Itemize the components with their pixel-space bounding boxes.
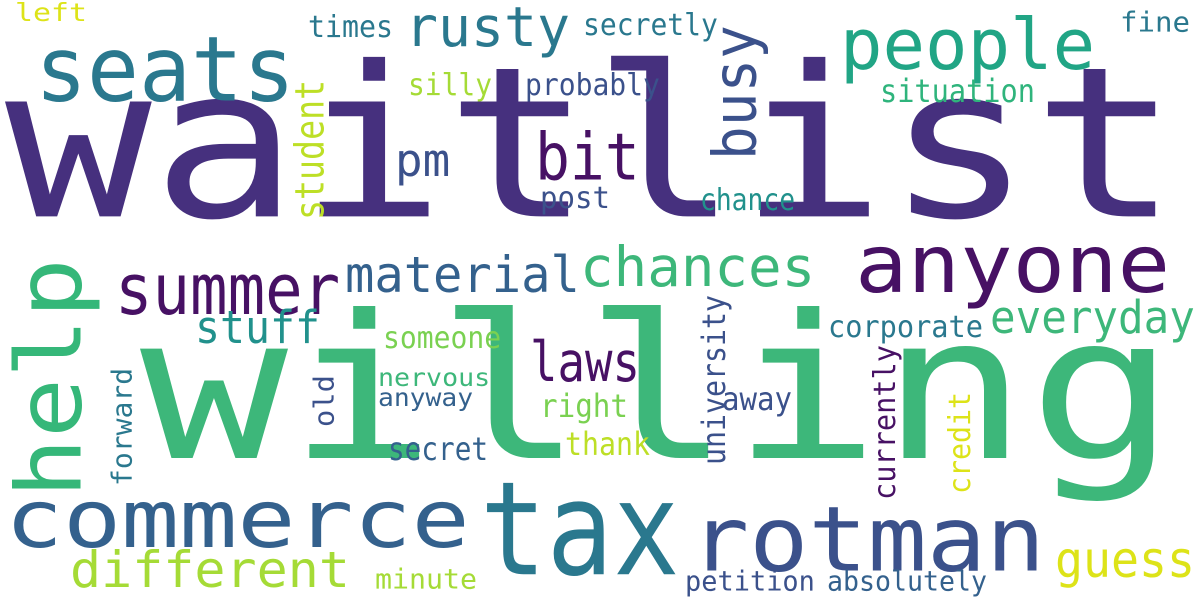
word-different: different [70,540,350,599]
word-currently: currently [867,345,903,500]
word-minute: minute [375,562,478,596]
word-tax: tax [480,453,680,600]
word-probably: probably [525,67,660,103]
word-credit: credit [942,391,978,494]
word-help: help [0,258,103,498]
word-busy: busy [699,25,770,161]
word-chance: chance [700,182,796,218]
word-forward: forward [105,367,139,486]
word-student: student [286,79,334,220]
word-anyway: anyway [378,382,474,412]
word-silly: silly [408,67,493,103]
word-chances: chances [580,235,816,300]
word-thank: thank [565,425,651,463]
word-rusty: rusty [405,0,571,60]
word-situation: situation [880,72,1035,110]
word-people: people [840,3,1096,86]
word-left: left [15,0,87,27]
word-commerce: commerce [5,472,470,567]
word-secret: secret [388,430,489,468]
word-everyday: everyday [990,290,1195,344]
word-willing: willing [140,272,1177,506]
word-someone: someone [383,320,502,356]
word-university: university [695,294,733,465]
word-summer: summer [115,248,341,331]
word-stuff: stuff [195,300,321,354]
word-laws: laws [530,330,640,395]
word-right: right [540,387,629,425]
word-absolutely: absolutely [827,564,988,598]
word-seats: seats [35,16,296,123]
word-post: post [540,180,610,216]
word-waitlist: waitlist [5,21,1180,267]
word-old: old [307,375,341,427]
word-away: away [722,380,792,418]
word-petition: petition [685,564,815,598]
word-nervous: nervous [378,362,491,392]
word-corporate: corporate [828,309,983,345]
word-times: times [308,9,394,45]
word-material: material [345,245,580,304]
word-rotman: rotman [690,486,1046,593]
word-fine: fine [1120,5,1190,39]
word-pm: pm [395,133,451,187]
word-anyone: anyone [855,217,1171,312]
word-bit: bit [535,119,640,196]
word-guess: guess [1055,530,1196,589]
word-secretly: secretly [583,7,718,43]
